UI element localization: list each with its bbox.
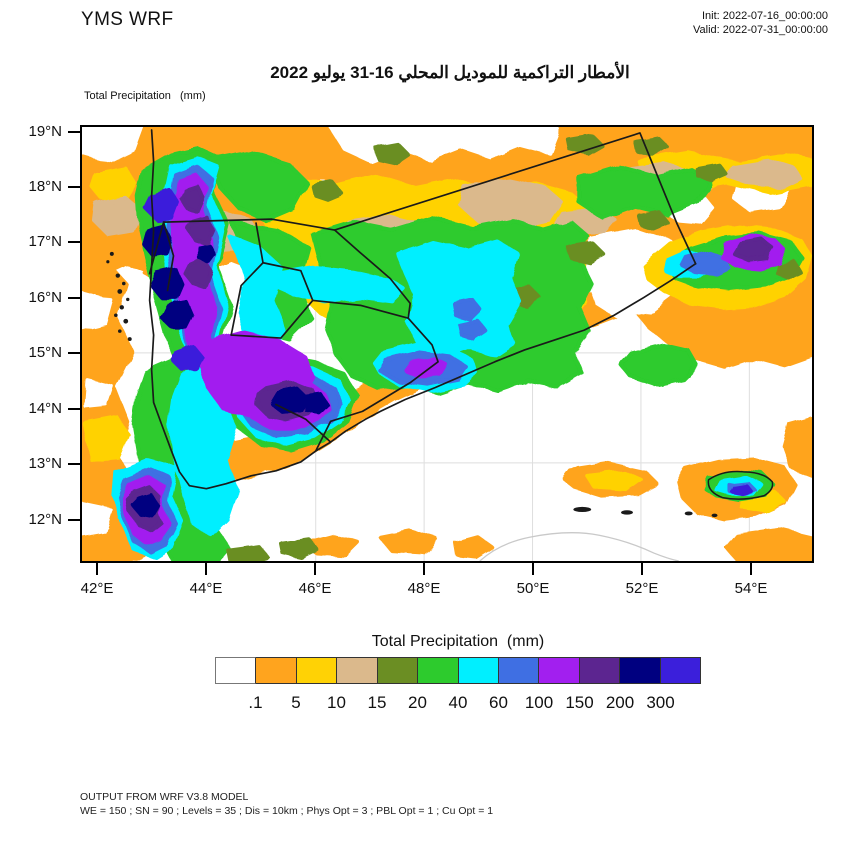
valid-time: Valid: 2022-07-31_00:00:00 bbox=[693, 24, 828, 36]
y-tick-label: 15°N bbox=[28, 344, 62, 362]
y-tick bbox=[68, 463, 80, 466]
colorbar-threshold: 5 bbox=[291, 693, 301, 712]
colorbar-threshold: 300 bbox=[646, 693, 675, 712]
model-footer: OUTPUT FROM WRF V3.8 MODEL WE = 150 ; SN… bbox=[80, 791, 493, 818]
country-borders bbox=[148, 129, 774, 561]
x-tick-label: 50°E bbox=[516, 580, 550, 597]
colorbar-threshold: 100 bbox=[524, 693, 554, 712]
colorbar-threshold: 40 bbox=[448, 693, 468, 712]
colorbar-threshold: 10 bbox=[327, 693, 346, 712]
colorbar-threshold: 20 bbox=[408, 693, 427, 712]
y-tick bbox=[68, 407, 80, 410]
colorbar-threshold: 150 bbox=[565, 693, 594, 712]
colorbar-threshold: 15 bbox=[367, 693, 387, 712]
colorbar bbox=[215, 657, 702, 684]
y-tick-label: 16°N bbox=[28, 288, 62, 306]
map-frame bbox=[80, 125, 814, 563]
y-tick bbox=[68, 241, 80, 244]
precipitation-map bbox=[82, 127, 812, 561]
colorbar-swatch bbox=[337, 657, 378, 684]
colorbar-swatch bbox=[620, 657, 661, 684]
colorbar-swatch bbox=[660, 657, 702, 684]
colorbar-swatch bbox=[498, 657, 540, 684]
map-title-arabic: الأمطار التراكمية للموديل المحلي 16-31 ي… bbox=[270, 63, 630, 82]
x-tick bbox=[641, 563, 643, 575]
precipitation-fills bbox=[82, 127, 812, 561]
x-tick-label: 52°E bbox=[625, 580, 659, 597]
x-tick-label: 42°E bbox=[80, 580, 114, 597]
colorbar-threshold: .1 bbox=[248, 693, 263, 712]
x-tick-label: 44°E bbox=[189, 580, 223, 597]
x-tick bbox=[314, 563, 316, 575]
x-tick bbox=[532, 563, 534, 575]
x-tick-label: 54°E bbox=[734, 580, 768, 597]
x-tick bbox=[423, 563, 425, 575]
y-tick-label: 19°N bbox=[28, 122, 62, 140]
units-label: Total Precipitation (mm) bbox=[84, 90, 206, 102]
x-tick bbox=[205, 563, 207, 575]
y-tick-label: 13°N bbox=[28, 455, 62, 473]
colorbar-swatch bbox=[215, 657, 257, 684]
y-tick-label: 17°N bbox=[28, 233, 62, 251]
colorbar-labels: .1 5 10 15 20 40 60 100 150 200 300 bbox=[215, 693, 701, 715]
y-tick bbox=[68, 352, 80, 355]
colorbar-swatch bbox=[458, 657, 499, 684]
y-tick bbox=[68, 185, 80, 188]
colorbar-swatch bbox=[579, 657, 621, 684]
legend-title: Total Precipitation (mm) bbox=[371, 633, 545, 650]
colorbar-threshold: 60 bbox=[489, 693, 508, 712]
colorbar-threshold: 200 bbox=[605, 693, 635, 712]
x-tick bbox=[96, 563, 98, 575]
y-tick-label: 12°N bbox=[28, 510, 62, 528]
x-tick-label: 48°E bbox=[407, 580, 441, 597]
colorbar-swatch bbox=[296, 657, 338, 684]
y-tick bbox=[68, 518, 80, 521]
run-info: Init: 2022-07-16_00:00:00 Valid: 2022-07… bbox=[693, 9, 828, 37]
y-tick bbox=[68, 130, 80, 133]
y-tick-label: 18°N bbox=[28, 177, 62, 195]
init-time: Init: 2022-07-16_00:00:00 bbox=[702, 10, 828, 22]
x-tick-label: 46°E bbox=[298, 580, 332, 597]
colorbar-swatch bbox=[539, 657, 580, 684]
footer-line2: WE = 150 ; SN = 90 ; Levels = 35 ; Dis =… bbox=[80, 804, 494, 817]
footer-line1: OUTPUT FROM WRF V3.8 MODEL bbox=[80, 791, 249, 803]
y-tick-label: 14°N bbox=[28, 399, 62, 417]
colorbar-swatch bbox=[418, 657, 459, 684]
y-tick bbox=[68, 296, 80, 299]
islet-marks bbox=[106, 251, 718, 518]
colorbar-swatch bbox=[377, 657, 419, 684]
page-title: YMS WRF bbox=[81, 9, 174, 30]
colorbar-swatch bbox=[256, 657, 297, 684]
x-tick bbox=[750, 563, 752, 575]
